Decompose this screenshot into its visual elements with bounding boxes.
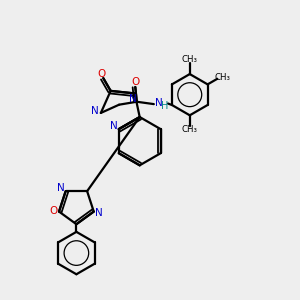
- Text: N: N: [91, 106, 99, 116]
- Text: O: O: [131, 77, 140, 87]
- Text: N: N: [129, 94, 137, 104]
- Text: CH₃: CH₃: [182, 56, 198, 64]
- Text: O: O: [97, 69, 105, 79]
- Text: N: N: [155, 98, 163, 108]
- Text: N: N: [110, 121, 118, 131]
- Text: N: N: [94, 208, 102, 218]
- Text: CH₃: CH₃: [214, 73, 230, 82]
- Text: N: N: [57, 183, 65, 193]
- Text: CH₃: CH₃: [182, 125, 198, 134]
- Text: H: H: [161, 101, 169, 111]
- Text: O: O: [50, 206, 58, 216]
